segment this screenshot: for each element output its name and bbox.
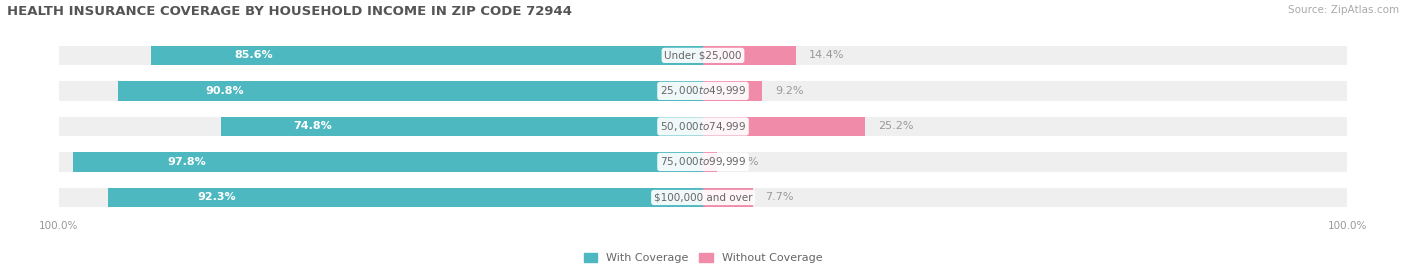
Bar [59, 188, 1347, 207]
Bar [703, 46, 796, 65]
Text: 25.2%: 25.2% [879, 121, 914, 132]
Bar [59, 117, 1347, 136]
Bar [703, 152, 717, 172]
Text: $50,000 to $74,999: $50,000 to $74,999 [659, 120, 747, 133]
Text: Under $25,000: Under $25,000 [664, 50, 742, 60]
Text: 14.4%: 14.4% [808, 50, 844, 60]
Bar [108, 188, 703, 207]
Text: 100.0%: 100.0% [1327, 221, 1367, 231]
Bar [221, 117, 703, 136]
Bar [152, 46, 703, 65]
Text: 9.2%: 9.2% [775, 86, 804, 96]
Bar [59, 46, 1347, 65]
Text: 100.0%: 100.0% [39, 221, 79, 231]
Text: 7.7%: 7.7% [765, 193, 794, 203]
Text: $25,000 to $49,999: $25,000 to $49,999 [659, 84, 747, 97]
Bar [703, 117, 866, 136]
Bar [59, 81, 1347, 101]
Text: 97.8%: 97.8% [167, 157, 207, 167]
Bar [118, 81, 703, 101]
Bar [59, 152, 1347, 172]
Text: $75,000 to $99,999: $75,000 to $99,999 [659, 155, 747, 168]
Text: 90.8%: 90.8% [205, 86, 245, 96]
Text: 74.8%: 74.8% [294, 121, 332, 132]
Bar [703, 188, 752, 207]
Text: Source: ZipAtlas.com: Source: ZipAtlas.com [1288, 5, 1399, 15]
Bar [703, 81, 762, 101]
Text: 92.3%: 92.3% [197, 193, 236, 203]
Bar [73, 152, 703, 172]
Text: $100,000 and over: $100,000 and over [654, 193, 752, 203]
Text: HEALTH INSURANCE COVERAGE BY HOUSEHOLD INCOME IN ZIP CODE 72944: HEALTH INSURANCE COVERAGE BY HOUSEHOLD I… [7, 5, 572, 18]
Text: 2.2%: 2.2% [730, 157, 759, 167]
Legend: With Coverage, Without Coverage: With Coverage, Without Coverage [579, 248, 827, 268]
Text: 85.6%: 85.6% [235, 50, 273, 60]
